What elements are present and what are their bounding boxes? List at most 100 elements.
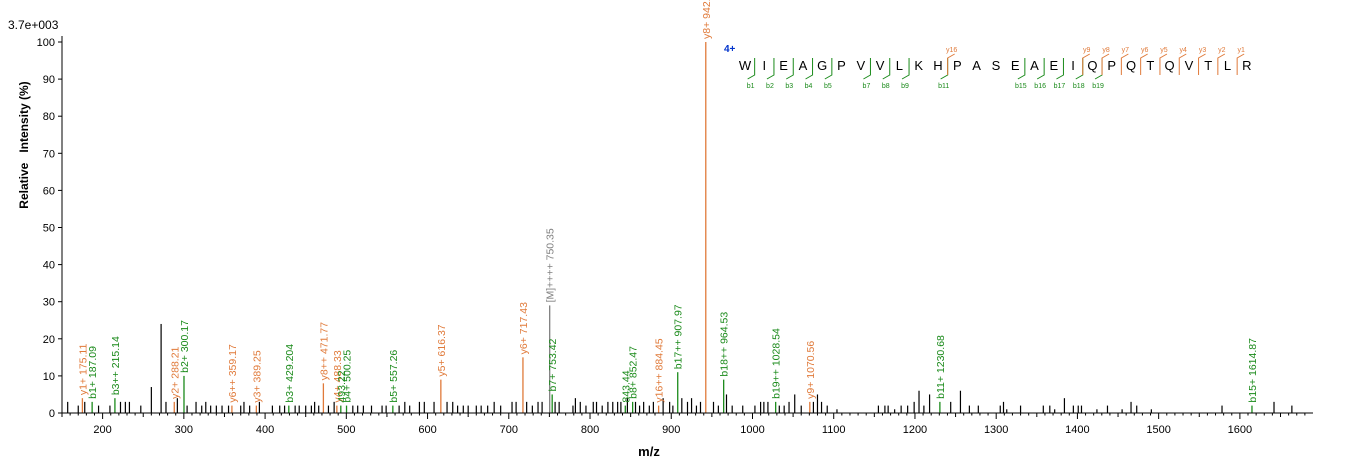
peak-label: b7+ 753.42 bbox=[547, 338, 559, 391]
peak-label: b19++ 1028.54 bbox=[771, 328, 783, 399]
y-tick-label: 80 bbox=[43, 111, 55, 123]
b-ion-marker bbox=[1056, 58, 1064, 80]
b-ion-label: b11 bbox=[938, 83, 949, 90]
y-tick-label: 40 bbox=[43, 260, 55, 272]
b-ion-label: b18 bbox=[1073, 83, 1085, 90]
peak-label: y4+ 488.33 bbox=[332, 350, 344, 402]
sequence-residue: L bbox=[896, 58, 903, 73]
sequence-residue: I bbox=[762, 58, 766, 73]
b-ion-label: b1 bbox=[747, 83, 755, 90]
x-axis-label: m/z bbox=[638, 444, 660, 459]
sequence-residue: Q bbox=[1126, 58, 1136, 73]
y-ion-marker bbox=[1178, 53, 1187, 75]
y-ion-label: y9 bbox=[1083, 47, 1091, 54]
sequence-residue: A bbox=[799, 58, 808, 73]
charge-state: 4+ bbox=[724, 44, 736, 55]
b-ion-label: b8 bbox=[882, 83, 890, 90]
peak-label: b17++ 907.97 bbox=[673, 304, 685, 369]
sequence-residue: P bbox=[953, 58, 962, 73]
sequence-residue: H bbox=[933, 58, 942, 73]
y-ion-marker bbox=[1140, 53, 1148, 75]
sequence-residue: Q bbox=[1087, 58, 1097, 73]
sequence-residue: V bbox=[1185, 58, 1194, 73]
b-ion-label: b3 bbox=[785, 83, 793, 90]
b-ion-marker bbox=[882, 58, 891, 80]
peak-label: 493.22 bbox=[336, 370, 348, 402]
sequence-residue: E bbox=[779, 58, 788, 73]
y-ion-marker bbox=[1120, 53, 1129, 75]
x-tick-label: 1400 bbox=[1065, 424, 1089, 436]
b-ion-marker bbox=[747, 58, 756, 80]
peak-label: y2+ 288.21 bbox=[169, 346, 181, 398]
y-ion-marker bbox=[1198, 53, 1206, 75]
peak-label: 843.44 bbox=[620, 370, 632, 402]
x-tick-label: 900 bbox=[662, 424, 680, 436]
b-ion-marker bbox=[805, 58, 814, 80]
sequence-residue: V bbox=[856, 58, 865, 73]
x-tick-label: 1300 bbox=[984, 424, 1008, 436]
y-ion-label: y5 bbox=[1160, 47, 1168, 54]
sequence-residue: W bbox=[739, 58, 752, 73]
b-ion-label: b2 bbox=[766, 83, 774, 90]
y-ion-label: y16 bbox=[946, 47, 957, 54]
peak-label: y8+ 942.5 bbox=[701, 0, 713, 39]
b-ion-label: b9 bbox=[901, 83, 909, 90]
peak-label: b1+ 187.09 bbox=[87, 346, 99, 399]
sequence-residue: G bbox=[817, 58, 827, 73]
x-tick-label: 600 bbox=[418, 424, 436, 436]
sequence-residue: E bbox=[1049, 58, 1058, 73]
y-tick-label: 60 bbox=[43, 185, 55, 197]
sequence-residue: Q bbox=[1165, 58, 1175, 73]
peak-label: y8++ 471.77 bbox=[318, 322, 330, 381]
y-tick-label: 90 bbox=[43, 74, 55, 86]
peak-label: b4+ 500.25 bbox=[342, 350, 354, 403]
peptide-sequence-annotation: 4+W I E A G P V V L K H P A S E A E I Q P Q T Q V T L Rb1 b2 b3 b4 b5 b… bbox=[724, 44, 1251, 90]
peak-label: b3++ 215.14 bbox=[110, 336, 122, 395]
sequence-residue: K bbox=[914, 58, 923, 73]
sequence-residue: R bbox=[1242, 58, 1251, 73]
sequence-residue: V bbox=[876, 58, 885, 73]
y-tick-label: 0 bbox=[49, 408, 55, 420]
b-ion-label: b19 bbox=[1092, 83, 1104, 90]
y-ion-marker bbox=[1101, 53, 1110, 75]
peak-label: y1+ 175.11 bbox=[77, 344, 89, 396]
x-tick-label: 400 bbox=[256, 424, 274, 436]
y-ion-marker bbox=[1159, 53, 1168, 75]
y-ion-marker bbox=[1217, 53, 1226, 75]
x-tick-label: 1200 bbox=[903, 424, 927, 436]
sequence-residue: T bbox=[1204, 58, 1212, 73]
b-ion-marker bbox=[824, 58, 833, 80]
y-ion-marker bbox=[1082, 53, 1090, 75]
x-tick-label: 1000 bbox=[740, 424, 764, 436]
sequence-residue: T bbox=[1146, 58, 1154, 73]
y-axis-label: Relative Intensity (%) bbox=[17, 81, 31, 208]
chart-title: 3.7e+003 bbox=[8, 18, 59, 32]
b-ion-label: b15 bbox=[1015, 83, 1027, 90]
sequence-residue: A bbox=[1030, 58, 1039, 73]
y-tick-label: 30 bbox=[43, 297, 55, 309]
unmatched-peaks bbox=[67, 323, 1293, 413]
x-tick-label: 1500 bbox=[1146, 424, 1170, 436]
sequence-residue: I bbox=[1071, 58, 1075, 73]
x-tick-label: 1100 bbox=[822, 424, 846, 436]
x-tick-label: 800 bbox=[581, 424, 599, 436]
y-ion-label: y8 bbox=[1102, 47, 1110, 54]
b-ion-label: b5 bbox=[824, 83, 832, 90]
annotated-peaks bbox=[81, 42, 1253, 413]
peak-label: b5+ 557.26 bbox=[388, 350, 400, 403]
b-ion-label: b4 bbox=[805, 83, 813, 90]
sequence-residue: E bbox=[1011, 58, 1020, 73]
b-ion-label: b7 bbox=[863, 83, 871, 90]
y-ion-marker bbox=[947, 53, 955, 75]
y-ion-marker bbox=[1236, 53, 1245, 75]
b-ion-label: b17 bbox=[1054, 83, 1066, 90]
sequence-residue: P bbox=[837, 58, 846, 73]
b-ion-marker bbox=[901, 58, 910, 80]
b-ion-marker bbox=[1036, 58, 1045, 80]
b-ion-marker bbox=[863, 58, 871, 80]
peak-label: b11+ 1230.68 bbox=[935, 335, 947, 399]
b-ion-marker bbox=[1017, 58, 1026, 80]
peak-label: y6++ 359.17 bbox=[227, 344, 239, 403]
